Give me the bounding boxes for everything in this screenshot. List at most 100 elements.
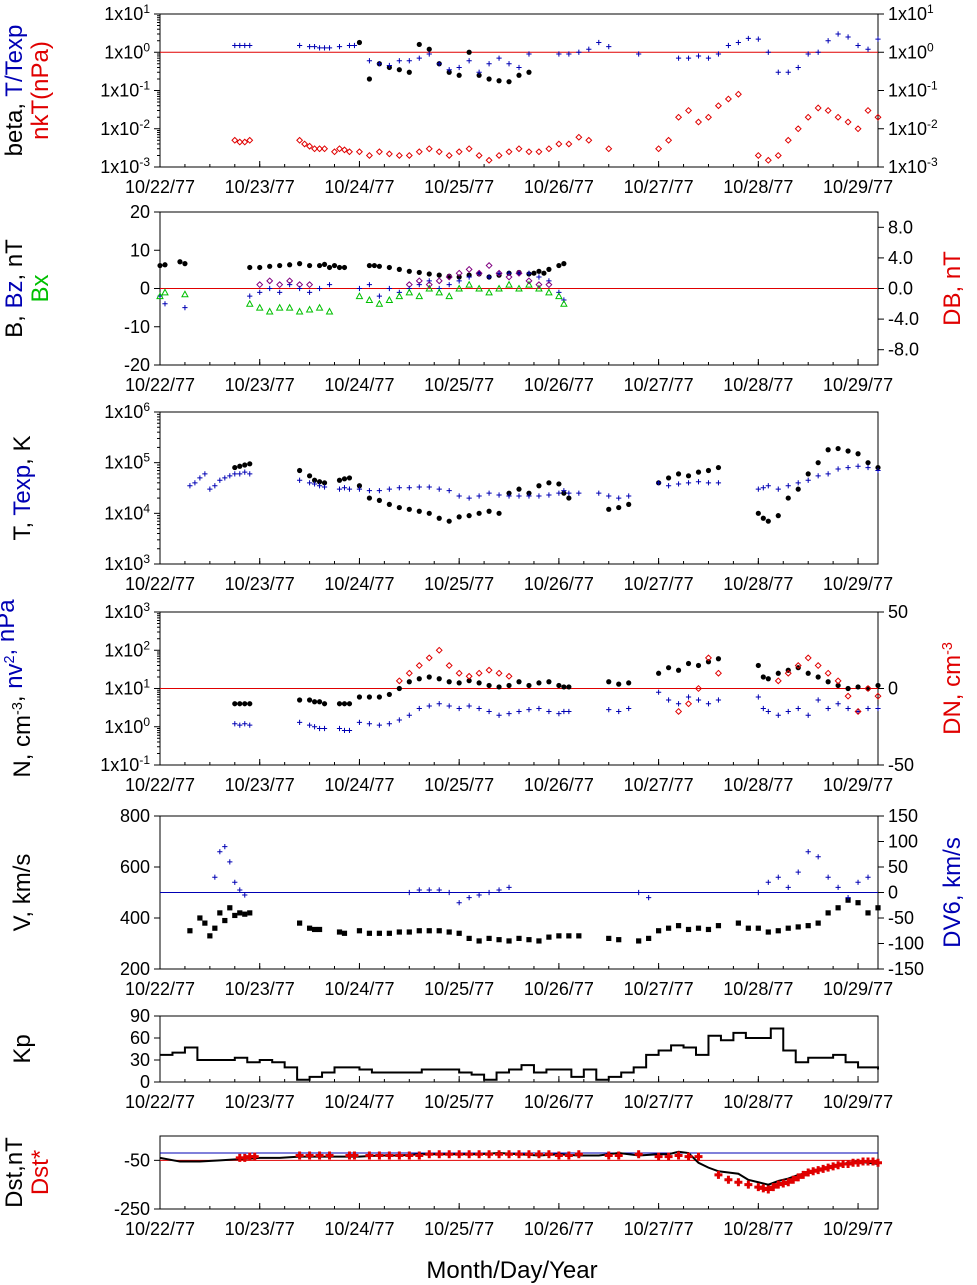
y-axis-label: Kp	[9, 1034, 36, 1063]
data-point	[556, 481, 562, 487]
data-point	[406, 485, 412, 491]
data-point	[535, 281, 543, 289]
data-point	[436, 515, 442, 521]
data-point	[785, 483, 791, 489]
data-point	[855, 879, 861, 885]
data-point	[426, 278, 432, 284]
data-point	[486, 61, 492, 67]
data-point	[287, 262, 293, 268]
data-point	[576, 490, 582, 496]
data-point	[616, 937, 622, 943]
data-point	[814, 104, 822, 112]
data-point	[222, 844, 228, 850]
x-tick-label: 10/28/77	[723, 375, 793, 395]
data-point	[505, 148, 513, 156]
data-point	[845, 34, 851, 40]
data-point	[356, 39, 363, 46]
data-point	[760, 515, 766, 521]
data-point	[466, 58, 472, 64]
x-tick-label: 10/28/77	[723, 177, 793, 197]
data-point	[704, 113, 712, 121]
data-point	[426, 928, 432, 934]
data-point	[536, 483, 542, 489]
data-point	[340, 146, 348, 154]
data-point	[784, 136, 792, 144]
data-point	[237, 910, 243, 916]
data-point	[316, 479, 323, 485]
x-tick-label: 10/22/77	[125, 775, 195, 795]
data-point	[656, 689, 662, 695]
data-point	[425, 1150, 434, 1159]
data-point	[351, 42, 358, 49]
data-point	[415, 292, 424, 300]
data-point	[614, 1151, 623, 1160]
data-point	[864, 684, 872, 693]
data-point	[674, 1151, 683, 1160]
data-point	[466, 935, 472, 941]
data-point	[267, 285, 273, 292]
data-point	[486, 889, 492, 896]
data-point	[306, 697, 313, 703]
data-point	[315, 303, 324, 311]
panels: 1x1011x1001x10-11x10-21x10-31x1011x1001x…	[0, 2, 966, 1239]
series-0	[232, 445, 881, 524]
data-point	[406, 69, 412, 75]
data-point	[785, 69, 791, 75]
data-point	[705, 467, 712, 474]
data-point	[197, 475, 203, 481]
data-point	[515, 1150, 523, 1159]
data-point	[485, 156, 493, 164]
data-point	[371, 262, 378, 269]
data-point	[375, 148, 383, 156]
data-point	[755, 510, 761, 516]
data-point	[446, 889, 452, 896]
data-point	[724, 1175, 733, 1184]
data-point	[745, 35, 751, 42]
data-point	[416, 269, 422, 276]
data-point	[546, 679, 552, 685]
data-point	[456, 514, 462, 520]
data-point	[705, 701, 712, 707]
data-point	[316, 926, 323, 933]
data-point	[526, 69, 532, 75]
data-point	[560, 299, 568, 307]
data-point	[556, 490, 562, 496]
data-point	[825, 38, 831, 44]
data-point	[466, 274, 472, 280]
data-point	[396, 717, 402, 723]
data-point	[546, 708, 552, 715]
data-point	[416, 508, 422, 514]
data-point	[734, 90, 742, 98]
data-point	[446, 67, 452, 73]
plot-frame	[159, 1015, 879, 1083]
data-point	[341, 476, 348, 482]
x-tick-label: 10/28/77	[723, 1219, 793, 1239]
data-point	[561, 488, 567, 494]
data-point	[566, 684, 572, 690]
data-point	[496, 78, 502, 84]
x-tick-label: 10/23/77	[225, 574, 295, 594]
data-point	[515, 284, 523, 292]
data-point	[435, 148, 443, 156]
data-point	[506, 493, 512, 499]
data-point	[376, 722, 382, 728]
data-point	[546, 492, 552, 498]
y-tick-label: 30	[130, 1050, 150, 1070]
x-tick-label: 10/22/77	[125, 177, 195, 197]
data-point	[316, 262, 323, 269]
x-tick-label: 10/28/77	[723, 1092, 793, 1112]
x-tick-label: 10/22/77	[125, 574, 195, 594]
data-point	[182, 305, 188, 311]
data-point	[227, 473, 233, 479]
data-point	[475, 669, 483, 677]
data-point	[585, 136, 593, 144]
data-point	[794, 662, 802, 670]
data-point	[506, 938, 512, 944]
series-1	[187, 463, 881, 501]
data-point	[775, 712, 781, 718]
data-point	[297, 42, 303, 49]
y-tick-label: 1x101	[104, 677, 150, 699]
data-point	[267, 263, 273, 269]
data-point	[356, 694, 363, 700]
